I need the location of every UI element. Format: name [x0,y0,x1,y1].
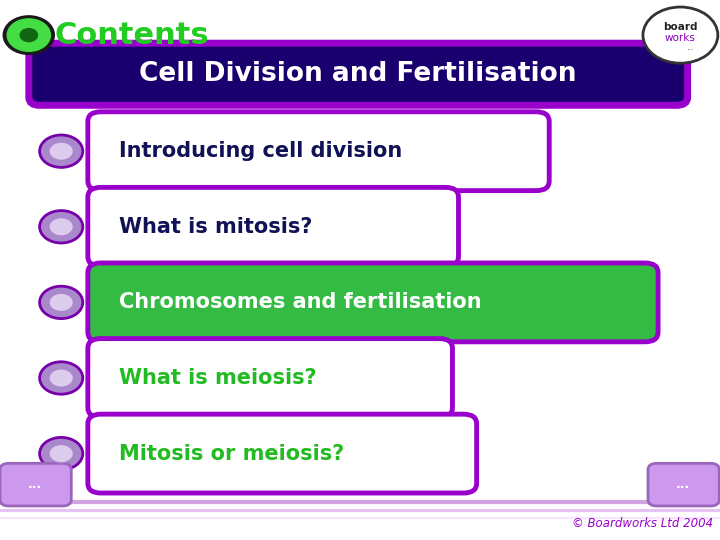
Circle shape [40,135,83,167]
FancyBboxPatch shape [88,112,549,191]
Circle shape [40,362,83,394]
Circle shape [40,211,83,243]
FancyBboxPatch shape [88,339,452,417]
Text: Introducing cell division: Introducing cell division [119,141,402,161]
Circle shape [7,19,50,51]
Circle shape [49,369,73,387]
FancyBboxPatch shape [88,263,658,342]
Text: Chromosomes and fertilisation: Chromosomes and fertilisation [119,292,482,313]
FancyBboxPatch shape [0,463,71,506]
Text: Mitosis or meiosis?: Mitosis or meiosis? [119,443,344,464]
Circle shape [49,444,73,463]
FancyBboxPatch shape [29,43,688,105]
Circle shape [40,286,83,319]
Circle shape [643,7,718,63]
Circle shape [20,29,37,42]
Text: Cell Division and Fertilisation: Cell Division and Fertilisation [140,61,577,87]
Text: Contents: Contents [54,21,209,50]
Circle shape [49,293,73,312]
Circle shape [49,142,73,160]
Text: board: board [663,22,698,32]
Text: ...: ... [686,43,693,52]
Text: ...: ... [28,478,42,491]
Circle shape [49,218,73,236]
Text: works: works [665,33,696,43]
Text: What is meiosis?: What is meiosis? [119,368,316,388]
FancyBboxPatch shape [88,414,477,493]
Text: © Boardworks Ltd 2004: © Boardworks Ltd 2004 [572,517,713,530]
Circle shape [4,16,54,54]
FancyBboxPatch shape [88,187,459,266]
Text: What is mitosis?: What is mitosis? [119,217,312,237]
Circle shape [40,437,83,470]
Text: ...: ... [676,478,690,491]
FancyBboxPatch shape [648,463,719,506]
